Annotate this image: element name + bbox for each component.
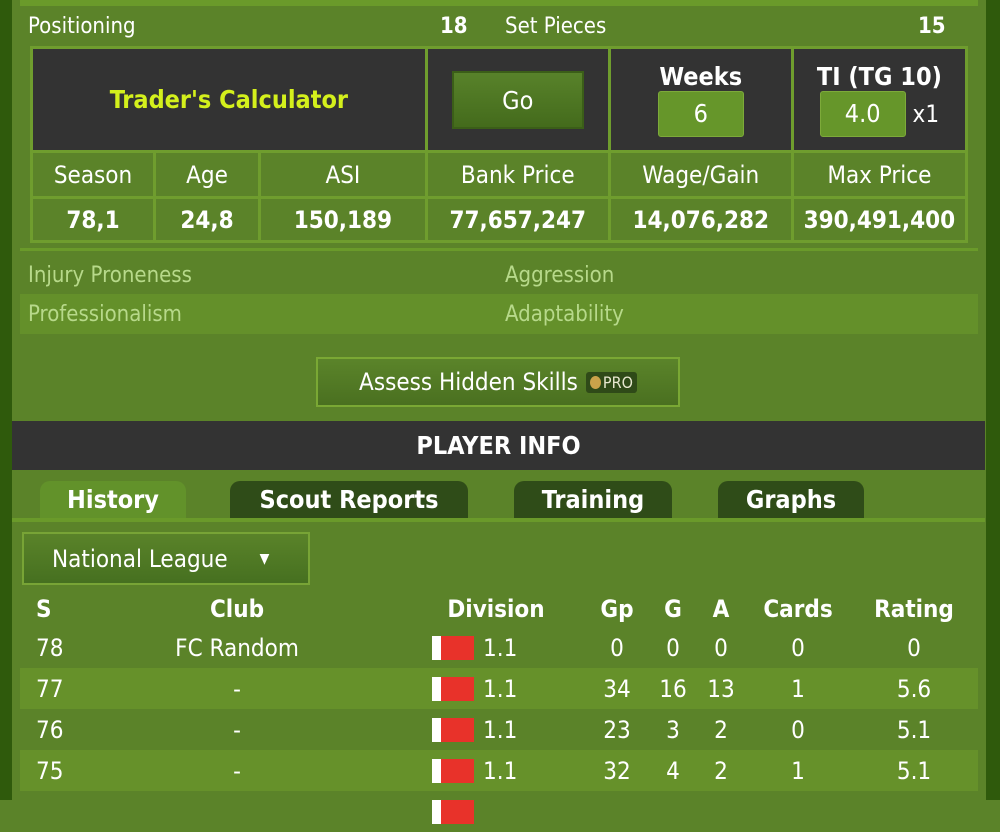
cell-division: 1.1	[483, 757, 518, 785]
table-row: 75 - 1.1 32 4 2 1 5.1	[20, 750, 978, 791]
divider	[12, 518, 985, 522]
cell-cards: 0	[791, 716, 805, 744]
cell-a: 2	[714, 757, 728, 785]
cell-division: 1.1	[483, 634, 518, 662]
cell-cards: 0	[791, 634, 805, 662]
cell-rating: 0	[907, 634, 921, 662]
cell-s: 77	[36, 675, 64, 703]
outer-border	[986, 0, 1000, 800]
header-asi: ASI	[258, 150, 428, 199]
col-cards: Cards	[763, 595, 833, 623]
flag-icon	[432, 759, 474, 783]
cell-club: -	[233, 675, 241, 703]
multiplier: x1	[912, 100, 940, 128]
pro-badge: PRO	[585, 371, 637, 393]
flag-icon	[432, 800, 474, 824]
hidden-skill-label: Professionalism	[28, 301, 182, 327]
hidden-skill-label: Aggression	[505, 262, 615, 288]
skill-row: Positioning 18 Set Pieces 15	[20, 6, 978, 46]
league-select-value: National League	[52, 544, 228, 573]
cell-club: -	[233, 716, 241, 744]
table-row: 77 - 1.1 34 16 13 1 5.6	[20, 668, 978, 709]
value-max-price: 390,491,400	[790, 196, 969, 243]
hidden-skill-label: Injury Proneness	[28, 262, 192, 288]
cell-rating: 5.6	[896, 675, 932, 703]
cell-gp: 32	[603, 757, 631, 785]
table-header: S Club Division Gp G A Cards Rating	[20, 588, 978, 629]
header-age: Age	[153, 150, 261, 199]
cell-club: -	[233, 757, 241, 785]
table-row: 78 FC Random 1.1 0 0 0 0 0	[20, 627, 978, 668]
cell-cards: 1	[791, 675, 805, 703]
cell-s: 76	[36, 716, 64, 744]
ti-input[interactable]: 4.0	[819, 91, 906, 137]
assess-label: Assess Hidden Skills	[359, 368, 578, 396]
cell-gp: 0	[610, 634, 624, 662]
cell-s: 78	[36, 634, 64, 662]
hidden-skill-row: Professionalism Adaptability	[20, 294, 978, 334]
outer-border	[0, 0, 12, 800]
header-max-price: Max Price	[790, 150, 969, 199]
divider	[20, 0, 978, 6]
skill-label: Positioning	[28, 13, 136, 39]
cell-a: 13	[707, 675, 735, 703]
cell-gp: 34	[603, 675, 631, 703]
value-season: 78,1	[30, 196, 156, 243]
col-gp: Gp	[600, 595, 634, 623]
cell-rating: 5.1	[896, 757, 932, 785]
weeks-label: Weeks	[659, 62, 743, 91]
flag-icon	[432, 677, 474, 701]
coin-icon	[589, 375, 601, 389]
traders-calculator: Trader's Calculator Go Weeks 6 TI (TG 10)…	[30, 46, 969, 243]
flag-icon	[432, 718, 474, 742]
header-bank-price: Bank Price	[424, 150, 611, 199]
calculator-title: Trader's Calculator	[109, 85, 349, 114]
col-division: Division	[447, 595, 545, 623]
col-rating: Rating	[874, 595, 954, 623]
cell-gp: 23	[603, 716, 631, 744]
assess-hidden-skills-button[interactable]: Assess Hidden Skills PRO	[316, 357, 680, 407]
col-club: Club	[209, 595, 265, 623]
table-row	[20, 791, 978, 832]
col-a: A	[712, 595, 730, 623]
header-wage-gain: Wage/Gain	[607, 150, 794, 199]
hidden-skill-label: Adaptability	[505, 301, 624, 327]
tab-training[interactable]: Training	[514, 481, 672, 521]
cell-g: 16	[659, 675, 687, 703]
cell-division: 1.1	[483, 675, 518, 703]
section-title: PLAYER INFO	[12, 421, 985, 470]
tab-history[interactable]: History	[40, 481, 186, 521]
cell-g: 0	[666, 634, 680, 662]
tab-graphs[interactable]: Graphs	[718, 481, 864, 521]
value-age: 24,8	[153, 196, 261, 243]
cell-g: 3	[666, 716, 680, 744]
table-row: 76 - 1.1 23 3 2 0 5.1	[20, 709, 978, 750]
cell-g: 4	[666, 757, 680, 785]
cell-rating: 5.1	[896, 716, 932, 744]
tab-scout-reports[interactable]: Scout Reports	[230, 481, 468, 521]
header-season: Season	[30, 150, 156, 199]
col-g: G	[664, 595, 682, 623]
skill-value: 15	[918, 13, 946, 39]
cell-a: 0	[714, 634, 728, 662]
value-wage-gain: 14,076,282	[607, 196, 794, 243]
go-button[interactable]: Go	[451, 70, 584, 129]
cell-s: 75	[36, 757, 64, 785]
cell-division: 1.1	[483, 716, 518, 744]
cell-a: 2	[714, 716, 728, 744]
hidden-skill-row: Injury Proneness Aggression	[20, 256, 978, 294]
league-select[interactable]: National League ▼	[22, 532, 310, 585]
cell-cards: 1	[791, 757, 805, 785]
cell-club[interactable]: FC Random	[175, 634, 299, 662]
ti-label: TI (TG 10)	[816, 62, 942, 91]
col-s: S	[36, 595, 52, 623]
skill-label: Set Pieces	[505, 13, 607, 39]
flag-icon	[432, 636, 474, 660]
value-asi: 150,189	[258, 196, 428, 243]
weeks-input[interactable]: 6	[657, 91, 744, 137]
caret-down-icon: ▼	[259, 550, 270, 567]
divider	[20, 248, 978, 251]
value-bank-price: 77,657,247	[424, 196, 611, 243]
skill-value: 18	[440, 13, 468, 39]
